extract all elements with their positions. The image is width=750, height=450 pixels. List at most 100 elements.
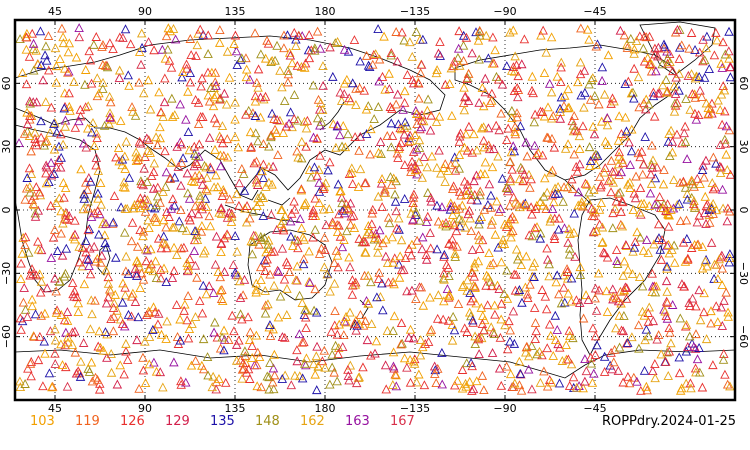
obs-marker (190, 94, 201, 104)
obs-marker (505, 369, 516, 379)
obs-marker (74, 23, 84, 33)
obs-marker (20, 379, 30, 388)
obs-marker (472, 145, 482, 155)
obs-marker (706, 237, 717, 247)
obs-marker (375, 136, 386, 146)
obs-marker (256, 49, 266, 59)
legend-item-126: 126 (120, 414, 145, 429)
obs-marker (617, 154, 627, 164)
obs-marker (149, 45, 159, 55)
obs-marker (179, 305, 189, 315)
obs-marker (512, 112, 522, 122)
obs-marker (535, 228, 546, 238)
obs-marker (237, 364, 248, 374)
obs-marker (317, 356, 328, 366)
obs-marker (268, 384, 279, 394)
obs-marker (91, 160, 101, 170)
obs-marker (132, 335, 142, 345)
obs-marker (460, 222, 471, 232)
obs-marker (693, 110, 704, 120)
obs-marker (689, 240, 700, 249)
obs-marker (371, 336, 382, 346)
obs-marker (104, 91, 115, 101)
obs-marker (479, 204, 490, 214)
obs-marker (166, 62, 177, 72)
obs-marker (337, 242, 348, 252)
obs-marker (479, 142, 489, 152)
obs-marker (170, 34, 181, 44)
new-zealand-coast (349, 299, 369, 331)
obs-marker (177, 72, 187, 82)
obs-marker (72, 292, 82, 302)
obs-marker (625, 160, 635, 169)
obs-marker (70, 347, 81, 357)
obs-marker (419, 152, 429, 162)
obs-marker (411, 207, 421, 217)
obs-marker (411, 109, 422, 118)
obs-marker (49, 168, 59, 178)
obs-marker (269, 280, 279, 290)
obs-marker (591, 149, 601, 159)
obs-marker (252, 77, 262, 87)
obs-marker (67, 327, 78, 337)
obs-marker (699, 172, 709, 182)
obs-marker (354, 145, 364, 155)
obs-marker (110, 289, 121, 299)
obs-marker (513, 92, 523, 102)
obs-marker (134, 383, 144, 393)
obs-marker (276, 218, 287, 228)
obs-marker (642, 53, 653, 62)
obs-marker (267, 377, 278, 387)
obs-marker (311, 385, 322, 395)
obs-marker (85, 243, 95, 253)
obs-marker (228, 260, 239, 270)
obs-marker (279, 43, 289, 53)
obs-marker (185, 254, 195, 264)
obs-marker (280, 370, 290, 380)
obs-marker (669, 106, 680, 116)
obs-marker (309, 45, 320, 55)
observation-markers (14, 23, 736, 395)
obs-marker (78, 338, 89, 347)
obs-marker (213, 182, 223, 191)
obs-marker (164, 212, 174, 221)
obs-marker (598, 247, 609, 257)
obs-marker (22, 173, 32, 182)
obs-marker (502, 61, 512, 71)
obs-marker (464, 376, 475, 386)
obs-marker (258, 192, 269, 202)
obs-marker (474, 214, 485, 224)
obs-marker (75, 371, 86, 381)
obs-marker (529, 117, 540, 127)
obs-marker (662, 240, 672, 250)
obs-marker (678, 237, 689, 247)
obs-marker (235, 293, 246, 302)
obs-marker (505, 325, 516, 335)
obs-marker (723, 307, 733, 317)
obs-marker (541, 304, 552, 314)
obs-marker (591, 41, 602, 51)
obs-marker (27, 195, 37, 205)
obs-marker (545, 330, 556, 340)
obs-marker (26, 371, 36, 381)
obs-marker (628, 205, 639, 215)
obs-marker (638, 245, 649, 255)
obs-marker (631, 36, 642, 46)
obs-marker (185, 68, 196, 78)
obs-marker (245, 374, 255, 383)
obs-marker (127, 291, 137, 301)
obs-marker (142, 176, 152, 186)
obs-marker (535, 233, 546, 243)
obs-marker (432, 363, 443, 373)
obs-marker (86, 78, 97, 88)
obs-marker (260, 285, 270, 295)
obs-marker (74, 32, 85, 42)
obs-marker (618, 270, 628, 280)
obs-marker (661, 356, 671, 366)
obs-marker (579, 65, 590, 75)
obs-marker (546, 167, 556, 177)
obs-marker (49, 118, 59, 128)
obs-marker (293, 152, 303, 162)
obs-marker (602, 252, 613, 262)
obs-marker (563, 84, 573, 94)
